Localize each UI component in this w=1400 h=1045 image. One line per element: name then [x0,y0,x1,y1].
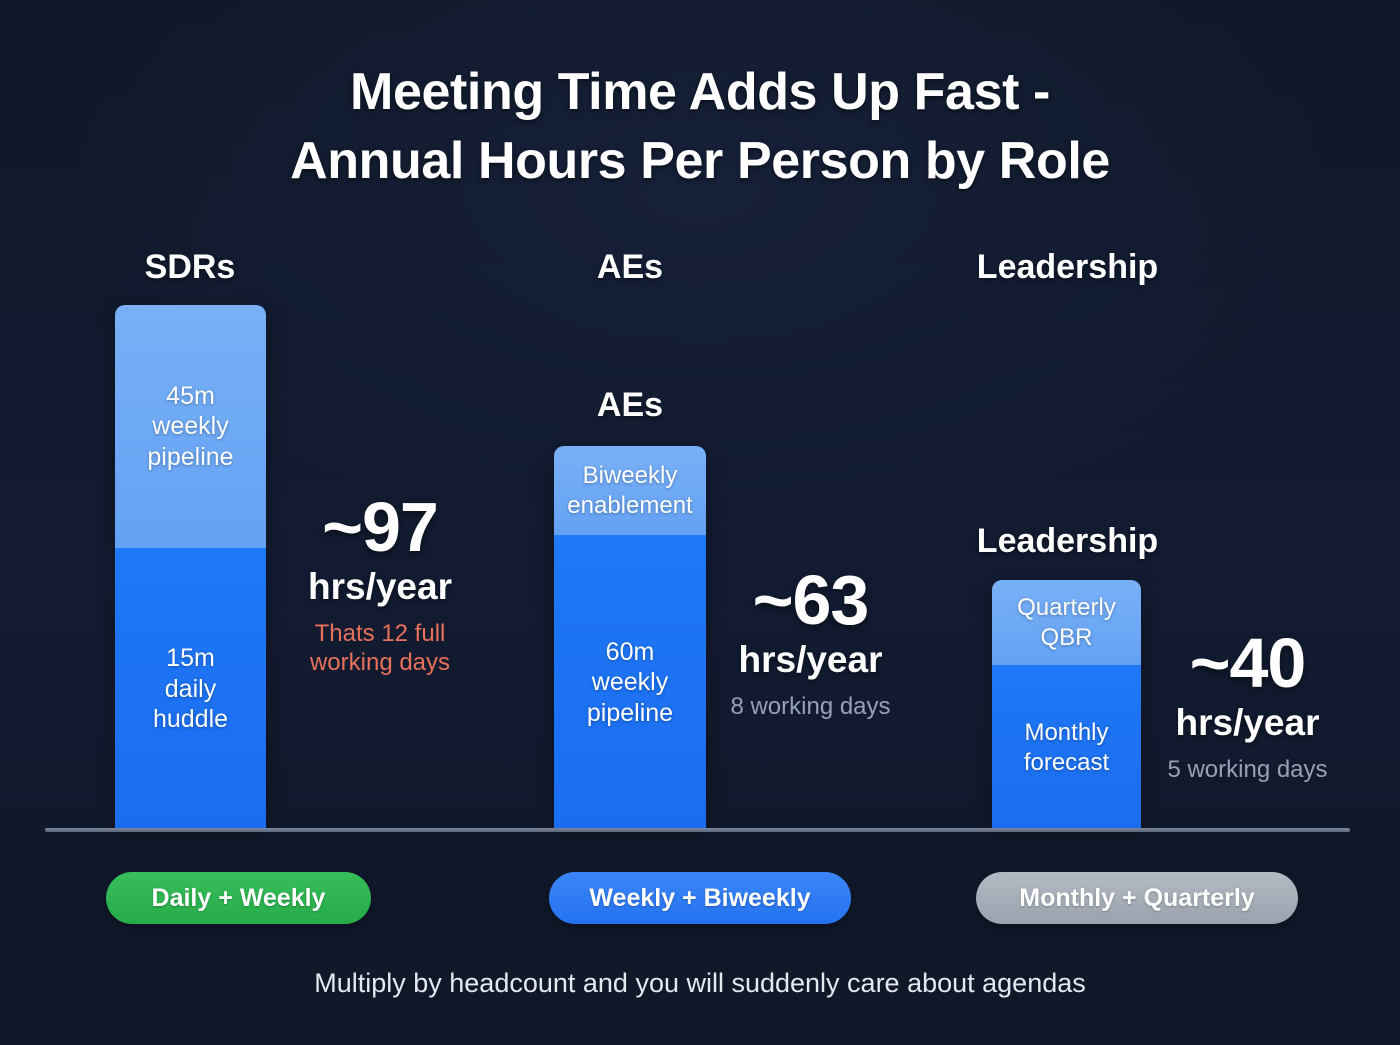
stat-unit-aes: hrs/year [738,639,883,680]
legend-pill-label: Monthly + Quarterly [1019,883,1255,912]
stat-note-leadership: 5 working days [1167,755,1328,783]
axis-baseline [45,828,1350,832]
legend-pill-monthly-quarterly[interactable]: Monthly + Quarterly [976,872,1298,924]
bar-segment-label: Biweekly enablement [567,462,693,519]
title-line-2: Annual Hours Per Person by Role [290,131,1110,190]
bar-leadership[interactable]: Quarterly QBR Monthly forecast [992,580,1141,830]
bar-title-aes: AEs [596,386,664,424]
stat-unit-sdrs: hrs/year [308,566,452,607]
role-header-sdrs: SDRs [144,248,236,286]
stat-value-aes: ~63 [752,561,870,639]
bar-segment-sdrs-daily-huddle: 15m daily huddle [115,548,266,830]
bar-segment-label: Monthly forecast [1023,719,1110,776]
bar-aes[interactable]: Biweekly enablement 60m weekly pipeline [554,446,706,830]
bar-segment-leadership-quarterly-qbr: Quarterly QBR [992,580,1141,665]
stat-block-leadership: ~40 hrs/year 5 working days [1155,628,1340,784]
stat-value-sdrs: ~97 [322,488,439,566]
stat-value-leadership: ~40 [1189,624,1307,702]
bar-segment-aes-weekly-pipeline: 60m weekly pipeline [554,535,706,830]
bar-title-leadership: Leadership [976,522,1159,560]
bar-segment-label: Quarterly QBR [1017,594,1116,651]
bar-segment-label: 45m weekly pipeline [147,381,234,471]
bar-segment-aes-biweekly-enablement: Biweekly enablement [554,446,706,535]
bar-segment-label: 60m weekly pipeline [586,637,674,727]
legend-pill-weekly-biweekly[interactable]: Weekly + Biweekly [549,872,851,924]
bar-segment-sdrs-weekly-pipeline: 45m weekly pipeline [115,305,266,548]
stat-block-sdrs: ~97 hrs/year Thats 12 full working days [280,492,480,678]
bar-sdrs[interactable]: 45m weekly pipeline 15m daily huddle [115,305,266,830]
legend-pill-label: Weekly + Biweekly [589,883,811,912]
bar-segment-leadership-monthly-forecast: Monthly forecast [992,665,1141,830]
title-line-1: Meeting Time Adds Up Fast - [350,63,1050,121]
footer-caption: Multiply by headcount and you will sudde… [314,968,1086,998]
legend-pill-daily-weekly[interactable]: Daily + Weekly [106,872,371,924]
role-header-aes: AEs [596,248,664,286]
stat-note-sdrs: Thats 12 full working days [309,619,451,677]
legend-pill-label: Daily + Weekly [151,883,326,912]
stat-block-aes: ~63 hrs/year 8 working days [718,565,903,721]
bar-segment-label: 15m daily huddle [152,644,229,734]
page-title: Meeting Time Adds Up Fast - Annual Hours… [0,58,1400,195]
stat-note-aes: 8 working days [730,692,891,720]
role-header-leadership: Leadership [976,248,1159,286]
stat-unit-leadership: hrs/year [1175,702,1320,743]
